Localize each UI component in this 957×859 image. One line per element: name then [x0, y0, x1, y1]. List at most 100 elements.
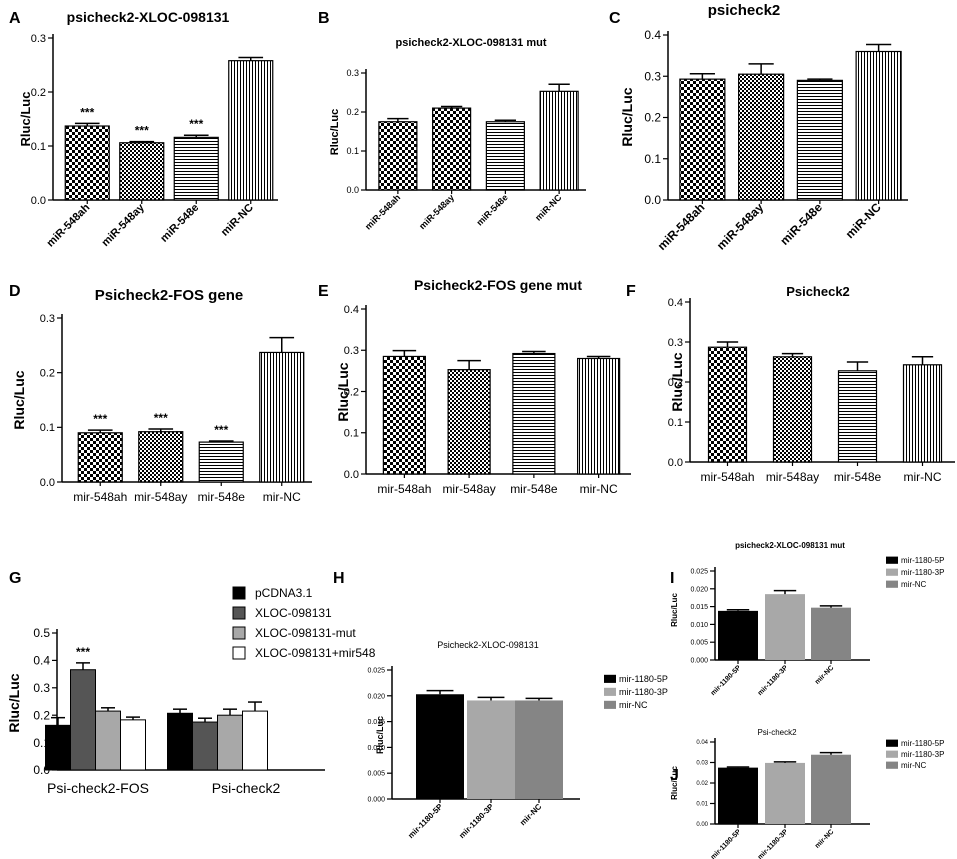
y-tick-label: 0.3	[644, 69, 661, 83]
charts-layer: psicheck2-XLOC-098131 Rluc/Luc 0.0 0.1 0.2 0.…	[6, 2, 955, 859]
x-tick-label: mir-548ah	[700, 470, 754, 484]
legend-label: mir-1180-3P	[901, 750, 944, 759]
x-tick-label: miR-NC	[533, 192, 564, 223]
x-tick-label: miR-548ay	[99, 201, 147, 249]
bar	[718, 767, 758, 824]
bar	[228, 60, 274, 201]
bar	[811, 607, 851, 660]
y-tick-label: 0.2	[668, 377, 683, 389]
legend-label: mir-1180-5P	[619, 674, 668, 684]
x-tick-label: mir-NC	[518, 802, 543, 827]
bar	[259, 351, 305, 483]
y-tick-label: 0.2	[33, 708, 50, 722]
bar	[416, 694, 464, 799]
y-tick-label: 0.2	[644, 111, 661, 125]
y-tick-label: 0.01	[696, 802, 708, 808]
legend-swatch	[232, 646, 246, 660]
x-tick-label: mir-NC	[263, 490, 301, 504]
y-tick-label: 0.0	[644, 193, 661, 207]
bar	[512, 352, 556, 475]
bar	[70, 669, 96, 771]
significance-label: ***	[214, 423, 228, 437]
x-tick-label: miR-548ah	[363, 192, 402, 231]
chart-panel-i: psicheck2-XLOC-098131 mut Rluc/Luc 0.000 0.…	[670, 541, 944, 697]
bar	[95, 710, 121, 771]
significance-label: ***	[80, 105, 94, 119]
x-tick-label: mir-1180-5P	[710, 664, 743, 697]
legend-label: mir-1180-3P	[901, 568, 944, 577]
bar	[242, 710, 268, 771]
y-tick-label: 0.3	[40, 313, 55, 325]
legend-label: mir-NC	[901, 580, 927, 589]
y-tick-label: 0.1	[344, 428, 359, 440]
bar	[192, 721, 218, 771]
y-tick-label: 0.3	[33, 681, 50, 695]
legend-label: XLOC-098131-mut	[255, 626, 356, 640]
legend-swatch	[604, 674, 616, 683]
y-axis-label: Rluc/Luc	[11, 370, 27, 429]
panel-letter-c: C	[609, 10, 621, 27]
chart-title: psicheck2-XLOC-098131 mut	[395, 37, 546, 49]
legend-swatch	[232, 586, 246, 600]
bar	[64, 125, 110, 201]
x-tick-label: mir-NC	[580, 482, 618, 496]
bar	[173, 136, 219, 201]
x-tick-label: mir-548e	[510, 482, 558, 496]
x-tick-label: miR-548ay	[714, 200, 767, 253]
x-tick-label: miR-548e	[777, 200, 825, 248]
y-axis-label: Rluc/Luc	[670, 593, 679, 627]
legend-label: pCDNA3.1	[255, 586, 313, 600]
chart-title: Psicheck2-XLOC-098131	[437, 640, 539, 650]
bar	[120, 719, 146, 771]
y-tick-label: 0.0	[668, 457, 683, 469]
legend-label: mir-NC	[619, 700, 648, 710]
chart-panel-a: psicheck2-XLOC-098131 Rluc/Luc 0.0 0.1 0.2 0.…	[18, 9, 278, 249]
y-tick-label: 0.000	[690, 657, 708, 664]
y-tick-label: 0.015	[690, 604, 708, 611]
bar	[167, 712, 193, 771]
y-axis-label: Rluc/Luc	[375, 716, 385, 754]
x-tick-label: mir-548e	[198, 490, 246, 504]
bar	[485, 121, 525, 191]
significance-label: ***	[93, 412, 107, 426]
chart-title: Psicheck2	[786, 284, 850, 299]
x-tick-label: mir-NC	[814, 828, 835, 849]
bar	[138, 431, 184, 483]
bar	[679, 78, 726, 201]
legend-label: mir-NC	[901, 761, 927, 770]
x-tick-label: miR-548e	[158, 202, 201, 245]
panel-letter-b: B	[318, 10, 330, 27]
y-tick-label: 0.1	[346, 146, 359, 156]
panel-letter-f: F	[626, 283, 636, 300]
y-tick-label: 0.5	[33, 626, 50, 640]
legend-swatch	[886, 739, 898, 747]
x-tick-label: mir-548ay	[134, 490, 187, 504]
chart-panel-e: Psicheck2-FOS gene mut Rluc/Luc 0.0 0.1 0.2 0…	[335, 277, 631, 496]
panel-letter-j: J	[670, 767, 679, 784]
chart-panel-c: psicheck2 Rluc/Luc 0.0 0.1 0.2 0.3 0.4 miR-548a…	[619, 2, 908, 253]
x-tick-label: mir-1180-3P	[457, 802, 496, 841]
bar	[382, 355, 426, 475]
y-axis-label: Rluc/Luc	[669, 352, 685, 411]
x-tick-label: miR-NC	[843, 200, 884, 241]
x-tick-label: mir-548ay	[766, 470, 819, 484]
y-tick-label: 0.2	[346, 107, 359, 117]
bar	[119, 142, 165, 201]
y-tick-label: 0.025	[690, 568, 708, 575]
significance-label: ***	[154, 411, 168, 425]
chart-title: psicheck2-XLOC-098131 mut	[735, 541, 845, 550]
bar	[77, 432, 123, 483]
y-tick-label: 0.3	[346, 68, 359, 78]
y-axis-label: Rluc/Luc	[329, 109, 341, 155]
y-axis-label: Rluc/Luc	[335, 362, 351, 421]
x-tick-label: mir-1180-5P	[710, 828, 743, 859]
y-tick-label: 0.3	[31, 33, 46, 45]
bar	[811, 754, 851, 824]
bar	[902, 364, 943, 463]
legend-label: mir-1180-5P	[901, 556, 944, 565]
significance-label: ***	[76, 645, 90, 659]
legend-swatch	[232, 626, 246, 640]
legend-swatch	[886, 761, 898, 769]
y-tick-label: 0.1	[31, 141, 46, 153]
chart-panel-j: Psi-check2 Rluc/Luc 0.00 0.01 0.02 0.03 0.04 mi…	[670, 728, 944, 859]
